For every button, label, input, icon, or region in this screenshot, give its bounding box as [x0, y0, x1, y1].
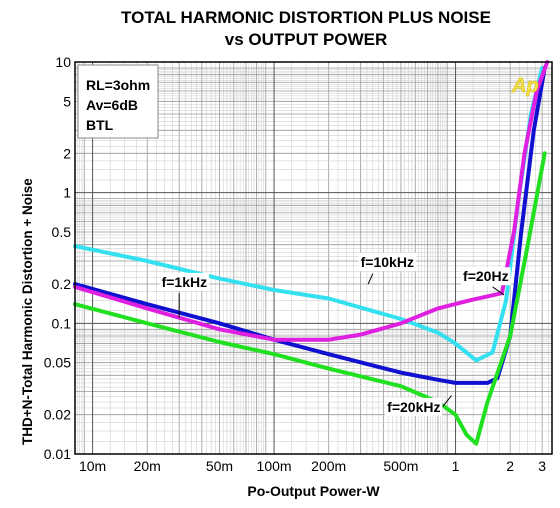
x-tick-label: 1 — [452, 458, 460, 474]
x-tick-label: 200m — [311, 458, 346, 474]
x-tick-label: 50m — [206, 458, 233, 474]
ap-watermark: Ap — [511, 75, 539, 97]
y-tick-label: 2 — [63, 145, 71, 161]
annotation-bg — [461, 267, 511, 286]
x-tick-label: 100m — [257, 458, 292, 474]
y-tick-label: 10 — [55, 54, 71, 70]
y-tick-label: 1 — [63, 185, 71, 201]
annotation-text: f=10kHz — [361, 254, 414, 270]
annotation-f-20khz: f=20kHz — [385, 395, 452, 416]
x-tick-label: 10m — [79, 458, 106, 474]
annotation-bg — [358, 252, 416, 271]
chart-title: TOTAL HARMONIC DISTORTION PLUS NOISE — [121, 8, 491, 27]
x-tick-label: 3 — [538, 458, 546, 474]
annotation-text: f=20kHz — [387, 399, 440, 415]
x-axis-label: Po-Output Power-W — [247, 483, 380, 499]
annotation-text: f=20Hz — [463, 268, 509, 284]
tick-labels: 10m 20m 50m 100m 200m 500m 1 2 3 0.01 0.02 0.05 0.1 0… — [44, 54, 546, 474]
x-tick-label: 20m — [134, 458, 161, 474]
y-tick-label: 0.02 — [44, 407, 71, 423]
x-tick-label: 2 — [506, 458, 514, 474]
annotation-f-20hz: f=20Hz — [461, 267, 511, 296]
annotation-bg — [159, 272, 210, 291]
y-tick-label: 0.05 — [44, 355, 71, 371]
condition-btl: BTL — [86, 117, 114, 133]
conditions-box: RL=3ohm Av=6dB BTL — [77, 64, 159, 139]
annotation-f-1khz: f=1kHz — [159, 272, 210, 318]
annotation-text: f=1kHz — [162, 274, 208, 290]
annotation-leader — [367, 273, 374, 285]
series-layer — [73, 60, 550, 446]
y-tick-label: 0.2 — [52, 276, 72, 292]
condition-rl: RL=3ohm — [86, 77, 150, 93]
x-tick-label: 500m — [383, 458, 418, 474]
annotation-layer: f=10kHz f=1kHz f=20Hz f=20kHz — [159, 252, 511, 416]
condition-av: Av=6dB — [86, 97, 138, 113]
y-tick-label: 0.1 — [52, 315, 72, 331]
annotation-leader — [442, 395, 452, 408]
y-tick-label: 5 — [63, 93, 71, 109]
annotation-leader — [492, 286, 505, 296]
series-line-f-1khz — [73, 66, 547, 385]
series-line-f-20khz — [73, 151, 547, 446]
annotation-bg — [385, 397, 443, 416]
y-tick-label: 0.5 — [52, 224, 72, 240]
series-line-f-20hz — [73, 60, 550, 342]
annotation-f-10khz: f=10kHz — [358, 252, 416, 285]
y-tick-label: 0.01 — [44, 446, 71, 462]
plot-frame — [74, 61, 553, 455]
chart-subtitle: vs OUTPUT POWER — [224, 30, 388, 49]
